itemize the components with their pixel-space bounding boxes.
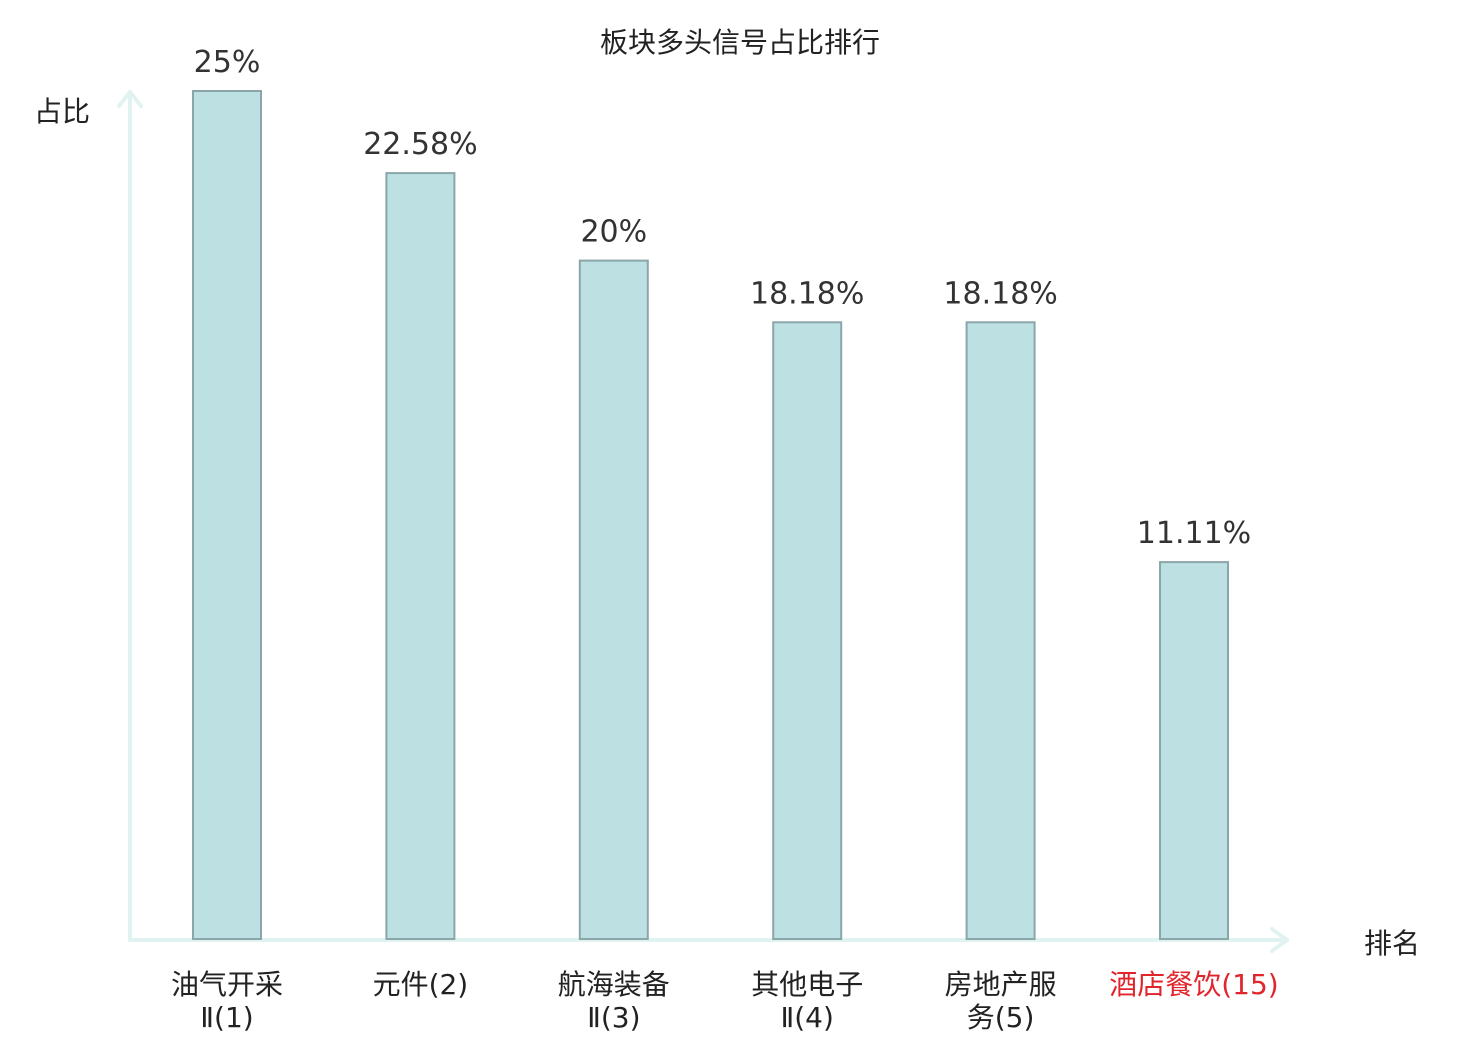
bar-3 bbox=[578, 259, 649, 941]
category-label-5-line-1: 房地产服 bbox=[945, 968, 1057, 1001]
category-label-4: 其他电子 Ⅱ(4) bbox=[751, 968, 863, 1034]
x-axis-label: 排名 bbox=[1364, 927, 1420, 960]
value-label-1: 25% bbox=[194, 45, 261, 80]
bar-1 bbox=[192, 90, 262, 940]
value-label-5: 18.18% bbox=[943, 276, 1057, 311]
category-label-4-line-2: Ⅱ(4) bbox=[780, 1001, 833, 1034]
x-axis-arrow bbox=[1270, 927, 1289, 953]
bar-2 bbox=[385, 172, 456, 941]
y-axis-arrow bbox=[117, 90, 143, 108]
axes bbox=[117, 90, 1289, 953]
value-label-4: 18.18% bbox=[750, 276, 864, 311]
bar-6 bbox=[1159, 561, 1229, 940]
category-label-3: 航海装备 Ⅱ(3) bbox=[558, 968, 670, 1034]
bar-4 bbox=[772, 321, 843, 940]
bar-5 bbox=[965, 321, 1036, 940]
category-label-5-line-2: 务(5) bbox=[967, 1001, 1035, 1034]
category-label-2: 元件(2) bbox=[373, 968, 469, 1001]
category-label-5: 房地产服务(5) bbox=[945, 968, 1057, 1034]
bars-group bbox=[192, 90, 1229, 941]
category-label-3-line-2: Ⅱ(3) bbox=[587, 1001, 640, 1034]
value-labels-group: 25% 22.58% 20% 18.18% 18.18% 11.11% bbox=[194, 45, 1252, 551]
category-label-3-line-1: 航海装备 bbox=[558, 968, 670, 1001]
category-label-1-line-1: 油气开采 bbox=[171, 968, 283, 1001]
category-labels-group: 油气开采 Ⅱ(1) 元件(2) 航海装备 Ⅱ(3) 其他电子 Ⅱ(4) 房地产服务(5) 酒店餐… bbox=[171, 968, 1279, 1034]
category-label-6: 酒店餐饮(15) bbox=[1109, 968, 1278, 1001]
category-label-6-line-1: 酒店餐饮(15) bbox=[1109, 968, 1278, 1001]
value-label-6: 11.11% bbox=[1137, 516, 1251, 551]
category-label-1-line-2: Ⅱ(1) bbox=[200, 1001, 253, 1034]
category-label-4-line-1: 其他电子 bbox=[751, 968, 863, 1001]
category-label-1: 油气开采 Ⅱ(1) bbox=[171, 968, 283, 1034]
value-label-3: 20% bbox=[580, 215, 647, 250]
category-label-2-line-1: 元件(2) bbox=[373, 968, 469, 1001]
chart-title: 板块多头信号占比排行 bbox=[600, 26, 880, 59]
value-label-2: 22.58% bbox=[363, 127, 477, 162]
y-axis-label: 占比 bbox=[34, 95, 90, 128]
